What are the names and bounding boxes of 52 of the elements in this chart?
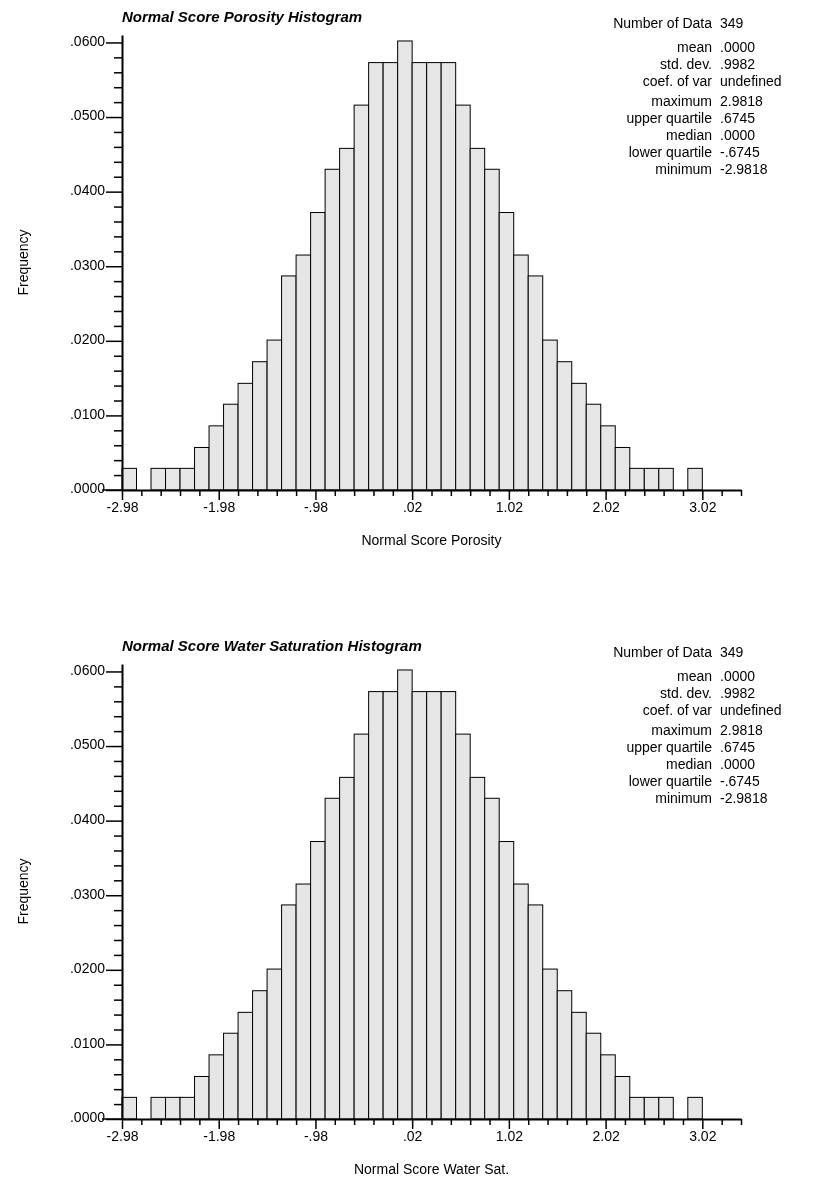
annotation: mean .0000 [676,39,756,55]
x-tick-label: 2.02 [592,498,620,515]
x-tick-label: -2.98 [106,1127,139,1144]
x-tick-label: -1.98 [203,498,236,515]
chart-title: Normal Score Water Saturation Histogram [122,637,422,654]
x-tick-label: .02 [402,1127,423,1144]
annotation: lower quartile -.6745 [628,773,760,789]
annotation: median .0000 [666,127,756,143]
x-tick-label: 2.02 [592,1127,620,1144]
y-tick-label: .0400 [69,181,106,198]
annotation: mean .0000 [676,668,756,684]
y-tick-label: .0100 [69,405,106,422]
y-tick-label: .0300 [69,885,106,902]
text: Number of Data 349 [613,644,744,660]
annotation: coef. of var undefined [642,702,782,718]
x-tick-label: -2.98 [106,498,139,515]
x-axis-title: Normal Score Porosity [361,532,502,548]
x-tick-label: -1.98 [203,1127,236,1144]
annotation: maximum 2.9818 [651,722,764,738]
y-tick-label: .0000 [69,480,106,497]
y-tick-label: .0000 [69,1109,106,1126]
x-tick-label: .02 [402,498,423,515]
x-tick-label: 3.02 [689,498,717,515]
annotation: minimum -2.9818 [655,790,768,806]
annotation: std. dev. .9982 [660,685,756,701]
x-tick-label: -.98 [303,498,329,515]
annotation: minimum -2.9818 [655,161,768,177]
annotation: std. dev. .9982 [660,56,756,72]
annotation: upper quartile .6745 [626,739,756,755]
y-tick-label: .0200 [69,331,106,348]
chart-title: Normal Score Porosity Histogram [122,8,363,25]
y-axis-title: Frequency [15,229,31,296]
text: Number of Data 349 [613,15,744,31]
annotation: lower quartile -.6745 [628,144,760,160]
y-tick-label: .0300 [69,256,106,273]
y-tick-label: .0200 [69,960,106,977]
y-axis-title: Frequency [15,858,31,925]
x-tick-label: -.98 [303,1127,329,1144]
y-tick-label: .0100 [69,1034,106,1051]
x-axis-title: Normal Score Water Sat. [353,1161,510,1177]
x-tick-label: 3.02 [689,1127,717,1144]
y-tick-label: .0400 [69,810,106,827]
x-tick-label: 1.02 [495,1127,524,1144]
annotation: upper quartile .6745 [626,110,756,126]
annotation: coef. of var undefined [642,73,782,89]
y-tick-label: .0500 [69,736,106,753]
y-tick-label: .0600 [69,32,106,49]
annotation: median .0000 [666,756,756,772]
y-tick-label: .0500 [69,107,106,124]
y-tick-label: .0600 [69,661,106,678]
x-tick-label: 1.02 [495,498,524,515]
annotation: maximum 2.9818 [651,93,764,109]
